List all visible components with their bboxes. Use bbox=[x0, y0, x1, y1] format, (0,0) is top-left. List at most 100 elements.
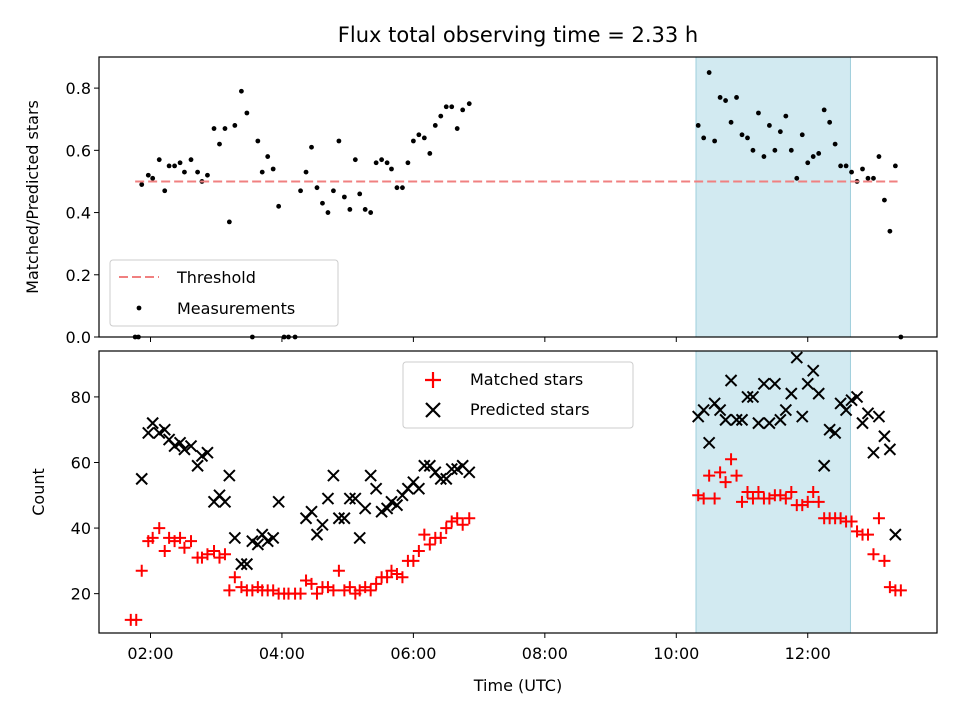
predicted-star-point bbox=[246, 534, 259, 548]
predicted-star-point bbox=[327, 469, 340, 482]
x-tick-label: 02:00 bbox=[127, 644, 173, 663]
matched-star-point bbox=[228, 571, 241, 584]
matched-star-point bbox=[867, 548, 880, 561]
measurement-point bbox=[882, 197, 887, 203]
predicted-star-point bbox=[135, 472, 148, 486]
matched-star-point bbox=[861, 528, 874, 541]
measurement-point bbox=[265, 154, 271, 159]
predicted-star-point bbox=[332, 512, 346, 525]
matched-star-point bbox=[845, 515, 858, 528]
predicted-star-point bbox=[845, 393, 858, 407]
measurement-point bbox=[336, 138, 342, 144]
top-axes-frame bbox=[98, 56, 938, 338]
measurement-point bbox=[270, 166, 276, 172]
bottom-x-ticks: 02:00 04:00 06:00 08:00 10:00 12:00 bbox=[127, 633, 831, 663]
matched-star-point bbox=[332, 564, 345, 577]
x-axis-label: Time (UTC) bbox=[473, 676, 562, 695]
measurement-point bbox=[767, 123, 772, 128]
matched-star-point bbox=[146, 531, 159, 544]
x-tick-label: 12:00 bbox=[785, 644, 831, 663]
measurement-point bbox=[331, 188, 336, 194]
measurement-point bbox=[405, 160, 411, 166]
top-legend: Threshold Measurements bbox=[109, 259, 339, 327]
matched-star-point bbox=[746, 492, 759, 505]
measurement-point bbox=[244, 110, 250, 116]
predicted-star-point bbox=[741, 390, 754, 404]
measurement-point bbox=[849, 169, 854, 175]
matched-star-point bbox=[158, 545, 171, 558]
predicted-star-point bbox=[828, 426, 842, 440]
measurement-point bbox=[832, 141, 838, 147]
predicted-star-point bbox=[195, 449, 209, 463]
predicted-star-point bbox=[785, 387, 798, 400]
predicted-star-point bbox=[353, 531, 366, 545]
measurement-point bbox=[177, 160, 183, 166]
matched-star-point bbox=[327, 584, 340, 597]
legend-predicted-label: Predicted stars bbox=[470, 400, 590, 419]
measurement-point bbox=[460, 107, 466, 113]
measurement-point bbox=[389, 166, 394, 172]
measurement-point bbox=[347, 207, 353, 212]
predicted-star-point bbox=[823, 423, 836, 436]
predicted-star-point bbox=[178, 443, 191, 456]
matched-star-point bbox=[178, 541, 191, 554]
measurement-point bbox=[410, 138, 416, 144]
predicted-star-point bbox=[235, 557, 248, 571]
measurement-point bbox=[276, 203, 282, 209]
bottom-y-tick-label: 40 bbox=[71, 519, 91, 538]
matched-star-point bbox=[894, 584, 907, 597]
matched-star-point bbox=[305, 577, 318, 590]
predicted-star-point bbox=[418, 459, 431, 472]
legend-matched-label: Matched stars bbox=[470, 370, 583, 389]
measurement-point bbox=[373, 160, 379, 166]
measurement-point bbox=[788, 147, 794, 153]
bottom-y-tick-label: 20 bbox=[71, 585, 91, 604]
predicted-star-point bbox=[697, 403, 710, 417]
measurement-point bbox=[843, 163, 849, 169]
measurement-point bbox=[226, 219, 232, 225]
bottom-axes-frame bbox=[98, 350, 938, 634]
predicted-star-point bbox=[251, 538, 265, 551]
top-y-tick-label: 0.6 bbox=[66, 141, 91, 160]
measurement-point bbox=[325, 210, 331, 215]
predicted-star-point bbox=[735, 413, 749, 427]
x-tick-label: 04:00 bbox=[259, 644, 305, 663]
matched-star-point bbox=[714, 466, 727, 479]
predicted-star-point bbox=[867, 446, 880, 459]
bottom-y-axis-label: Count bbox=[29, 468, 48, 516]
predicted-star-point bbox=[872, 410, 886, 423]
matched-star-point bbox=[223, 584, 236, 597]
measurement-point bbox=[217, 141, 222, 147]
top-y-ticks: 0.0 0.2 0.4 0.6 0.8 bbox=[66, 79, 99, 347]
predicted-star-point bbox=[434, 472, 447, 486]
measurement-point bbox=[145, 172, 151, 178]
measurement-point bbox=[421, 135, 427, 141]
bottom-y-tick-label: 80 bbox=[71, 388, 91, 407]
measurement-point bbox=[750, 147, 756, 153]
predicted-star-point bbox=[349, 492, 362, 505]
matched-star-point bbox=[294, 587, 307, 600]
predicted-star-point bbox=[158, 423, 171, 436]
x-tick-label: 08:00 bbox=[522, 644, 568, 663]
matched-star-point bbox=[725, 453, 738, 466]
predicted-star-point bbox=[310, 528, 324, 541]
measurement-point bbox=[454, 126, 460, 131]
measurement-point bbox=[838, 163, 844, 169]
measurement-point bbox=[427, 151, 433, 156]
predicted-star-point bbox=[450, 462, 464, 476]
matched-star-point bbox=[407, 554, 420, 567]
predicted-star-point bbox=[184, 439, 198, 453]
measurement-point bbox=[182, 169, 187, 175]
matched-star-point bbox=[396, 571, 409, 584]
measurement-point bbox=[438, 113, 444, 119]
predicted-star-point bbox=[380, 502, 394, 515]
predicted-star-point bbox=[752, 416, 765, 430]
bottom-observing-span bbox=[695, 350, 851, 634]
x-tick-label: 10:00 bbox=[653, 644, 699, 663]
measurement-points bbox=[132, 70, 904, 340]
predicted-star-point bbox=[746, 390, 760, 404]
measurement-point bbox=[232, 123, 238, 128]
measurement-point bbox=[443, 104, 449, 110]
measurement-point bbox=[739, 132, 745, 138]
measurement-point bbox=[222, 126, 228, 131]
